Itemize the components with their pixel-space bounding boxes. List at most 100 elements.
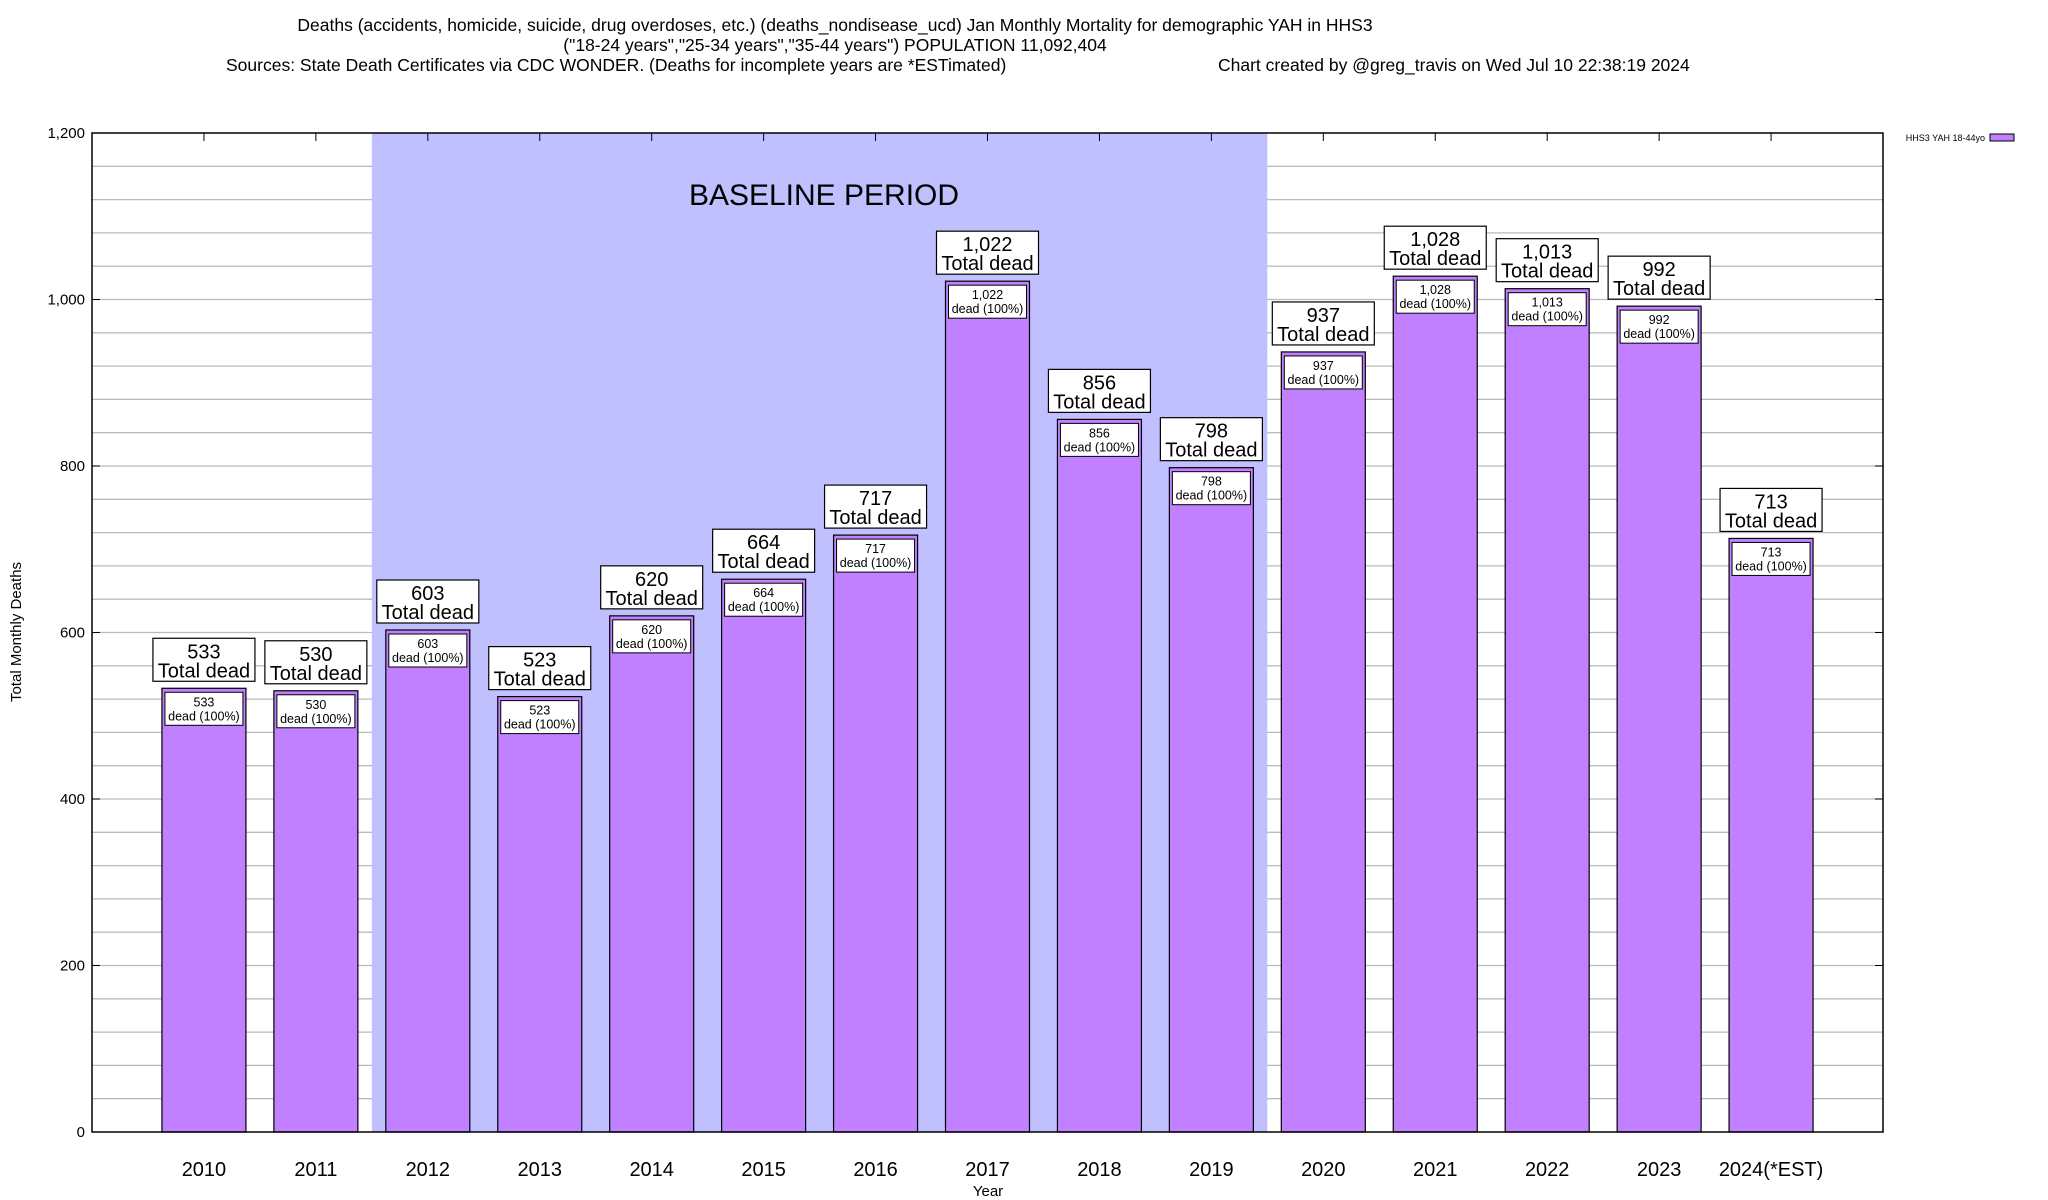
bar-total-label: Total dead xyxy=(382,602,474,624)
bar-total-label-box xyxy=(712,528,816,573)
bar-total-label: Total dead xyxy=(1053,391,1145,413)
bar-inner-label: dead (100%) xyxy=(1735,559,1807,573)
x-tick-label: 2023 xyxy=(1637,1159,1682,1181)
bar-total-label-box xyxy=(1383,225,1487,270)
x-tick-label: 2013 xyxy=(518,1159,563,1181)
bar-inner-label-box xyxy=(1507,292,1587,327)
bar-inner-label: dead (100%) xyxy=(504,718,576,732)
bar-total-label-box xyxy=(1719,487,1823,533)
chart-credit: Chart created by @greg_travis on Wed Jul… xyxy=(1218,55,1690,76)
bar-total-label: Total dead xyxy=(270,663,362,685)
bar-total-label: Total dead xyxy=(606,588,698,610)
bar xyxy=(832,534,919,1133)
y-tick-label: 800 xyxy=(60,458,85,475)
y-tick-label: 600 xyxy=(60,625,85,642)
bar-inner-label: dead (100%) xyxy=(616,637,688,651)
bar-inner-value: 1,028 xyxy=(1420,283,1451,297)
bar-inner-label-box xyxy=(724,582,804,617)
bar-total-label: Total dead xyxy=(158,660,250,682)
bar-inner-value: 530 xyxy=(305,698,326,712)
bar-inner-value: 523 xyxy=(529,704,550,718)
baseline-label: BASELINE PERIOD xyxy=(689,179,959,212)
bar xyxy=(161,687,247,1133)
legend-label: HHS3 YAH 18-44yo xyxy=(1906,133,1985,143)
bar-inner-label: dead (100%) xyxy=(1623,327,1695,341)
bar xyxy=(1056,418,1143,1133)
bar-inner-label: dead (100%) xyxy=(168,709,240,723)
bar-inner-label-box xyxy=(836,538,916,573)
bar xyxy=(1168,467,1254,1133)
bar-inner-label-box xyxy=(1059,422,1139,457)
bar-total-value: 937 xyxy=(1307,305,1340,327)
y-tick-label: 1,000 xyxy=(47,292,85,309)
bar-inner-label: dead (100%) xyxy=(840,556,912,570)
x-axis-label: Year xyxy=(973,1183,1003,1200)
bar-inner-label: dead (100%) xyxy=(280,712,352,726)
bar-inner-value: 713 xyxy=(1761,545,1782,559)
bar-total-label: Total dead xyxy=(717,551,809,573)
chart-title-line2: ("18-24 years","25-34 years","35-44 year… xyxy=(563,35,1107,55)
legend: HHS3 YAH 18-44yo xyxy=(1906,133,2015,143)
y-tick-label: 400 xyxy=(60,791,85,808)
bar-inner-label-box xyxy=(948,284,1027,319)
bar-inner-label-box xyxy=(276,694,356,729)
bar-total-label: Total dead xyxy=(1725,510,1817,532)
bar-total-label: Total dead xyxy=(1389,248,1481,270)
bar xyxy=(944,280,1031,1133)
bar-total-value: 1,028 xyxy=(1410,229,1460,251)
bar-total-label-box xyxy=(264,640,368,685)
bar-inner-label-box xyxy=(1619,309,1699,344)
bar-inner-label-box xyxy=(164,691,244,726)
bar-total-label: Total dead xyxy=(829,507,921,529)
bar-total-value: 856 xyxy=(1083,372,1116,394)
bar-inner-label: dead (100%) xyxy=(1511,310,1583,324)
bar-inner-label-box xyxy=(1731,541,1811,576)
bar xyxy=(385,629,471,1133)
x-tick-label: 2018 xyxy=(1077,1159,1122,1181)
x-tick-label: 2010 xyxy=(182,1159,227,1181)
bar-total-label-box xyxy=(823,484,928,529)
x-tick-label: 2015 xyxy=(741,1159,786,1181)
x-tick-label: 2017 xyxy=(965,1159,1010,1181)
bar-inner-label: dead (100%) xyxy=(1064,440,1136,454)
y-tick-label: 1,200 xyxy=(47,125,85,142)
bar-inner-label: dead (100%) xyxy=(728,600,800,614)
bar xyxy=(721,578,807,1133)
y-axis-label: Total Monthly Deaths xyxy=(8,562,25,702)
bar-inner-value: 937 xyxy=(1313,359,1334,373)
x-tick-label: 2020 xyxy=(1301,1159,1346,1181)
bar-total-value: 717 xyxy=(859,488,892,510)
x-tick-label: 2012 xyxy=(406,1159,451,1181)
bar-inner-value: 603 xyxy=(417,637,438,651)
x-tick-label: 2011 xyxy=(294,1159,337,1181)
bar-total-value: 603 xyxy=(411,583,444,605)
bar xyxy=(273,690,359,1133)
bar-total-label-box xyxy=(1271,301,1375,346)
x-tick-label: 2019 xyxy=(1189,1159,1234,1181)
y-tick-label: 200 xyxy=(60,958,85,975)
bar-inner-label: dead (100%) xyxy=(1288,373,1360,387)
bar-inner-label: dead (100%) xyxy=(952,302,1024,316)
bar-total-label-box xyxy=(935,230,1040,275)
bar-inner-label: dead (100%) xyxy=(1176,489,1248,503)
bar xyxy=(1504,288,1590,1133)
bar-total-value: 798 xyxy=(1195,421,1228,443)
bar-inner-label: dead (100%) xyxy=(392,651,464,665)
bar-inner-label-box xyxy=(500,700,580,735)
bar-inner-label-box xyxy=(612,619,692,654)
bar-total-label-box xyxy=(488,646,592,691)
bar xyxy=(1280,351,1366,1133)
bar-inner-value: 533 xyxy=(194,695,215,709)
bar-total-label-box xyxy=(152,637,256,682)
legend-swatch xyxy=(1989,133,2015,142)
bar-total-value: 664 xyxy=(747,532,780,554)
bar-inner-value: 992 xyxy=(1649,313,1670,327)
x-tick-label: 2022 xyxy=(1525,1159,1570,1181)
bar-total-label-box xyxy=(600,565,704,610)
chart-title-line1: Deaths (accidents, homicide, suicide, dr… xyxy=(297,15,1372,36)
bar-inner-label-box xyxy=(1171,471,1251,506)
bar-total-value: 713 xyxy=(1754,491,1787,513)
bar-total-value: 1,013 xyxy=(1522,242,1572,264)
